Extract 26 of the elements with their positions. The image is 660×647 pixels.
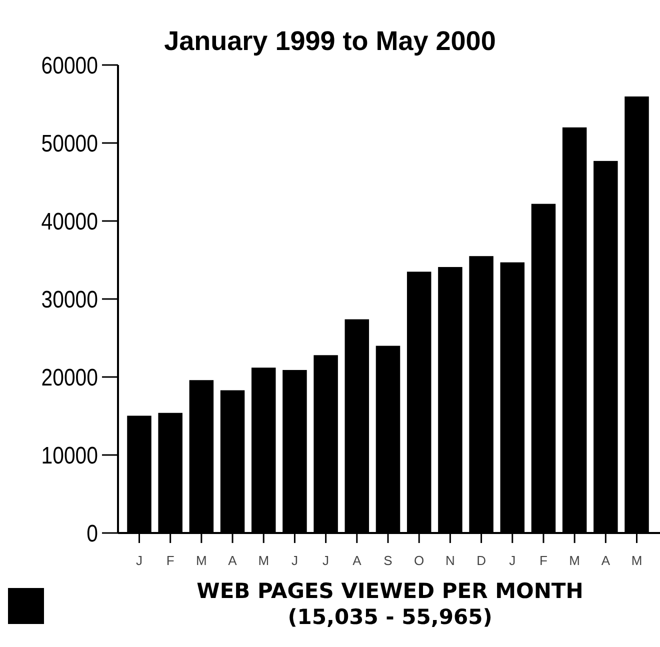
y-tick-label: 50000 [41, 130, 98, 157]
x-tick-label: M [631, 553, 642, 568]
x-tick-label: M [196, 553, 207, 568]
x-tick-label: M [258, 553, 270, 568]
y-tick-label: 20000 [41, 364, 98, 391]
x-tick-label: A [601, 553, 610, 568]
x-tick-label: J [322, 553, 330, 568]
y-tick-label: 30000 [41, 286, 98, 313]
x-tick-label: A [352, 553, 362, 568]
x-tick-label: A [228, 553, 238, 568]
x-tick-label: O [414, 553, 424, 568]
x-tick-label: F [166, 553, 174, 568]
x-tick-label: D [476, 553, 486, 568]
x-tick-label: F [540, 553, 548, 568]
x-tick-label: J [291, 553, 298, 568]
x-tick-label: J [509, 553, 516, 568]
x-tick-label: J [136, 553, 142, 568]
chart-title: January 1999 to May 2000 [164, 26, 496, 56]
x-tick-label: N [445, 553, 455, 568]
text: WEB PAGES VIEWED PER MONTH (15,035 - 55,965) [196, 579, 584, 629]
y-tick-label: 0 [86, 520, 98, 547]
x-tick-label: M [569, 553, 580, 568]
x-tick-label: S [384, 553, 393, 568]
y-tick-label: 60000 [41, 52, 98, 79]
y-tick-label: 40000 [41, 208, 98, 235]
y-tick-label: 10000 [41, 442, 98, 469]
